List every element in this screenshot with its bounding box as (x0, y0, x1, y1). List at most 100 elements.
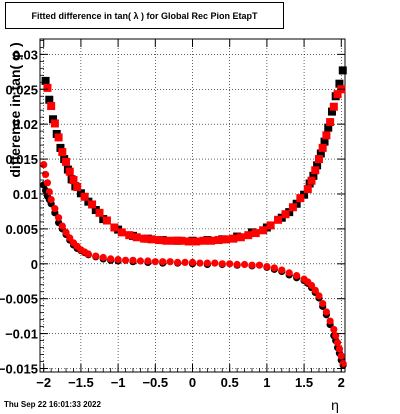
data-point-square (309, 171, 318, 180)
data-point-square (214, 236, 223, 245)
data-point-circle (58, 222, 66, 230)
data-point-circle (335, 345, 344, 353)
data-point-square (326, 118, 335, 127)
data-point-square (169, 236, 178, 245)
data-point-circle (307, 281, 316, 290)
data-point-square (259, 226, 268, 235)
data-point-square (314, 155, 323, 164)
data-point-square (184, 237, 193, 246)
data-point-square (140, 234, 149, 243)
data-point-square (147, 235, 156, 244)
data-point-circle (233, 260, 241, 269)
data-point-square (58, 148, 67, 157)
data-point-square (338, 66, 347, 75)
data-point-circle (136, 257, 145, 265)
data-point-circle (226, 260, 234, 268)
data-point-circle (270, 264, 278, 272)
data-point-circle (319, 299, 327, 308)
data-point-circle (333, 339, 342, 347)
data-point-circle (166, 258, 174, 266)
y-tick-label: 0.03 (13, 47, 38, 62)
data-point-square (221, 235, 230, 244)
data-point-circle (62, 228, 70, 236)
data-point-square (54, 133, 63, 142)
data-point-circle (174, 258, 182, 266)
data-point-circle (99, 253, 107, 262)
data-point-square (327, 107, 336, 116)
data-point-square (333, 90, 342, 99)
data-point-square (236, 233, 245, 242)
data-point-circle (311, 286, 319, 294)
data-point-square (125, 231, 134, 240)
data-point-circle (203, 259, 211, 267)
x-tick-label: −2 (36, 375, 51, 390)
data-point-circle (129, 256, 137, 264)
data-point-square (117, 228, 126, 237)
data-point-square (69, 176, 78, 185)
data-point-circle (151, 258, 159, 266)
data-point-square (266, 221, 275, 230)
data-point-circle (47, 195, 55, 204)
data-point-circle (181, 258, 189, 266)
data-point-circle (40, 161, 48, 169)
data-point-square (80, 192, 89, 201)
data-point-square (207, 236, 216, 245)
data-point-circle (196, 259, 204, 267)
data-point-square (313, 161, 322, 170)
data-point-square (322, 131, 331, 140)
data-point-circle (159, 258, 167, 266)
data-point-circle (278, 266, 286, 274)
data-point-circle (240, 260, 249, 269)
data-point-square (110, 223, 119, 232)
axis-ticks: −2 −1.5 −1 −0.5 0 0.5 1 1.5 2 −0.015 −0.01 −0.005 0 0… (0, 39, 345, 390)
data-point-square (65, 167, 74, 176)
data-point-circle (51, 205, 59, 213)
data-point-circle (114, 256, 122, 264)
data-point-square (229, 234, 238, 243)
chart-title: Fitted difference in tan( λ ) for Global… (5, 2, 284, 29)
data-point-circle (337, 352, 345, 360)
data-point-circle (263, 262, 271, 271)
data-point-circle (255, 261, 264, 269)
data-point-circle (218, 260, 226, 268)
data-point-square (95, 208, 104, 217)
data-point-circle (41, 170, 50, 179)
data-points (40, 66, 347, 369)
x-tick-label: 0.5 (221, 375, 239, 390)
data-point-circle (144, 257, 152, 265)
data-point-square (307, 176, 316, 185)
data-point-square (132, 233, 141, 242)
data-point-circle (66, 234, 74, 242)
data-point-circle (248, 261, 256, 269)
data-point-square (335, 79, 344, 88)
y-tick-label: −0.015 (0, 362, 38, 377)
y-tick-label: 0.01 (13, 187, 38, 202)
data-point-circle (322, 308, 331, 316)
data-point-square (288, 203, 297, 212)
y-tick-label: −0.01 (5, 327, 38, 342)
y-tick-label: 0.025 (5, 82, 38, 97)
y-tick-label: 0.005 (5, 222, 38, 237)
data-point-square (47, 102, 56, 111)
y-axis-label: difference in tan( φ ) (7, 42, 23, 177)
data-point-square (50, 119, 59, 128)
data-point-square (73, 183, 82, 191)
data-point-circle (121, 256, 130, 264)
data-point-circle (285, 269, 293, 277)
x-axis-label: η (331, 397, 339, 413)
data-point-square (102, 216, 111, 225)
data-point-square (62, 157, 71, 166)
x-tick-label: 2 (338, 375, 345, 390)
data-point-square (88, 200, 97, 209)
data-point-circle (43, 179, 52, 187)
data-point-square (281, 210, 290, 219)
data-point-square (316, 149, 325, 158)
data-point-square (296, 194, 305, 203)
y-tick-label: 0 (31, 257, 38, 272)
data-point-square (274, 215, 283, 224)
data-point-square (43, 83, 52, 92)
x-tick-label: 1 (263, 375, 270, 390)
data-point-square (45, 95, 54, 104)
data-point-square (311, 166, 320, 175)
